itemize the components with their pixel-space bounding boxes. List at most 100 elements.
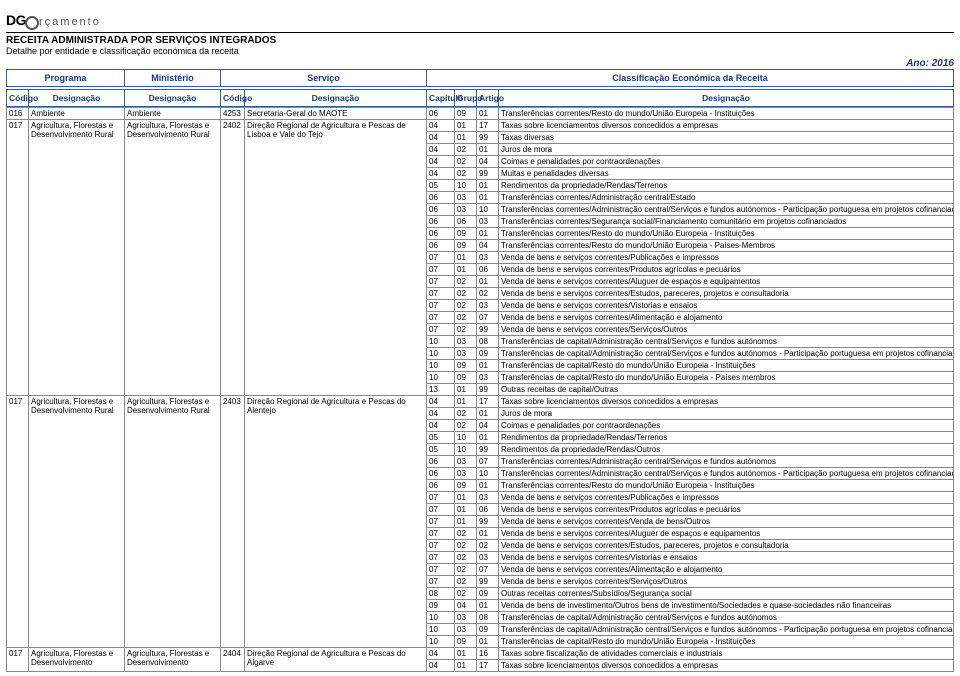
cell-capitulo: 07	[427, 252, 455, 264]
cell-designacao: Venda de bens e serviços correntes/Produ…	[499, 504, 954, 516]
cell-artigo: 16	[477, 648, 499, 660]
cell-artigo: 07	[477, 564, 499, 576]
cell-artigo: 01	[477, 528, 499, 540]
cell-capitulo: 05	[427, 180, 455, 192]
cell-capitulo: 04	[427, 144, 455, 156]
cell-designacao: Rendimentos da propriedade/Rendas/Terren…	[499, 432, 954, 444]
cell-capitulo: 04	[427, 156, 455, 168]
cell-designacao: Coimas e penalidades por contraordenaçõe…	[499, 420, 954, 432]
cell-grupo: 09	[455, 228, 477, 240]
hdr-codigo1: Código	[7, 90, 29, 106]
cell-grupo: 02	[455, 156, 477, 168]
cell-capitulo: 07	[427, 516, 455, 528]
hdr-grupo: Grupo	[455, 90, 477, 106]
cell-designacao: Transferências correntes/Segurança socia…	[499, 216, 954, 228]
cell-designacao: Transferências correntes/Administração c…	[499, 192, 954, 204]
cell-grupo: 01	[455, 504, 477, 516]
hdr-designacao1: Designação	[29, 90, 125, 106]
cell-capitulo: 05	[427, 444, 455, 456]
cell-ministerio: Agricultura, Florestas e Desenvolvimento…	[125, 120, 221, 396]
cell-designacao: Venda de bens e serviços correntes/Visto…	[499, 552, 954, 564]
cell-designacao: Venda de bens e serviços correntes/Estud…	[499, 288, 954, 300]
cell-grupo: 09	[455, 636, 477, 648]
cell-artigo: 99	[477, 576, 499, 588]
cell-artigo: 03	[477, 252, 499, 264]
cell-grupo: 03	[455, 336, 477, 348]
cell-capitulo: 05	[427, 432, 455, 444]
cell-artigo: 01	[477, 636, 499, 648]
cell-artigo: 17	[477, 396, 499, 408]
cell-capitulo: 06	[427, 216, 455, 228]
cell-artigo: 02	[477, 540, 499, 552]
cell-artigo: 01	[477, 408, 499, 420]
cell-grupo: 02	[455, 144, 477, 156]
cell-designacao: Transferências de capital/Administração …	[499, 624, 954, 636]
cell-capitulo: 06	[427, 240, 455, 252]
cell-capitulo: 10	[427, 612, 455, 624]
cell-svc-codigo: 2404	[221, 648, 245, 672]
hdr-artigo: Artigo	[477, 90, 499, 106]
cell-grupo: 10	[455, 180, 477, 192]
cell-capitulo: 07	[427, 300, 455, 312]
cell-grupo: 03	[455, 456, 477, 468]
cell-grupo: 10	[455, 432, 477, 444]
cell-designacao: Multas e penalidades diversas	[499, 168, 954, 180]
cell-grupo: 01	[455, 120, 477, 132]
cell-artigo: 01	[477, 276, 499, 288]
cell-artigo: 01	[477, 180, 499, 192]
table-row: 017Agricultura, Florestas e Desenvolvime…	[7, 648, 954, 660]
cell-capitulo: 07	[427, 552, 455, 564]
cell-grupo: 10	[455, 444, 477, 456]
cell-grupo: 01	[455, 660, 477, 672]
logo: DG rçamento	[6, 4, 954, 28]
cell-capitulo: 06	[427, 108, 455, 120]
cell-artigo: 04	[477, 156, 499, 168]
cell-capitulo: 08	[427, 588, 455, 600]
cell-grupo: 02	[455, 540, 477, 552]
cell-grupo: 03	[455, 468, 477, 480]
cell-capitulo: 06	[427, 468, 455, 480]
cell-grupo: 02	[455, 528, 477, 540]
cell-designacao: Venda de bens de investimento/Outros ben…	[499, 600, 954, 612]
cell-designacao: Transferências de capital/Resto do mundo…	[499, 636, 954, 648]
hdr-codigo2: Código	[221, 90, 245, 106]
cell-programa: Agricultura, Florestas e Desenvolvimento…	[29, 396, 125, 648]
hdr-designacao3: Designação	[245, 90, 427, 106]
cell-grupo: 02	[455, 168, 477, 180]
cell-ministerio: Agricultura, Florestas e Desenvolvimento	[125, 648, 221, 672]
cell-designacao: Transferências de capital/Resto do mundo…	[499, 372, 954, 384]
cell-artigo: 03	[477, 552, 499, 564]
cell-designacao: Transferências correntes/Resto do mundo/…	[499, 108, 954, 120]
cell-designacao: Transferências de capital/Administração …	[499, 348, 954, 360]
cell-designacao: Transferências de capital/Resto do mundo…	[499, 360, 954, 372]
cell-programa: Agricultura, Florestas e Desenvolvimento…	[29, 120, 125, 396]
cell-designacao: Transferências de capital/Administração …	[499, 612, 954, 624]
cell-servico: Direção Regional de Agricultura e Pescas…	[245, 120, 427, 396]
cell-codigo: 017	[7, 396, 29, 648]
cell-grupo: 09	[455, 360, 477, 372]
cell-artigo: 17	[477, 120, 499, 132]
logo-dg: DG	[6, 12, 26, 28]
cell-capitulo: 07	[427, 564, 455, 576]
band-classificacao: Classificação Económica da Receita	[427, 70, 953, 86]
cell-svc-codigo: 4253	[221, 108, 245, 120]
cell-designacao: Juros de mora	[499, 144, 954, 156]
cell-capitulo: 10	[427, 372, 455, 384]
band-header: Programa Ministério Serviço Classificaçã…	[6, 69, 954, 87]
cell-designacao: Outras receitas de capital/Outras	[499, 384, 954, 396]
cell-artigo: 99	[477, 444, 499, 456]
table-row: 017Agricultura, Florestas e Desenvolvime…	[7, 396, 954, 408]
cell-artigo: 01	[477, 480, 499, 492]
cell-artigo: 02	[477, 288, 499, 300]
cell-capitulo: 10	[427, 336, 455, 348]
cell-capitulo: 07	[427, 276, 455, 288]
cell-grupo: 09	[455, 480, 477, 492]
hdr-capitulo: Capítulo	[427, 90, 455, 106]
cell-artigo: 10	[477, 204, 499, 216]
cell-artigo: 03	[477, 216, 499, 228]
cell-designacao: Outras receitas correntes/Subsídios/Segu…	[499, 588, 954, 600]
cell-grupo: 01	[455, 264, 477, 276]
cell-artigo: 01	[477, 432, 499, 444]
cell-capitulo: 07	[427, 264, 455, 276]
cell-artigo: 01	[477, 228, 499, 240]
